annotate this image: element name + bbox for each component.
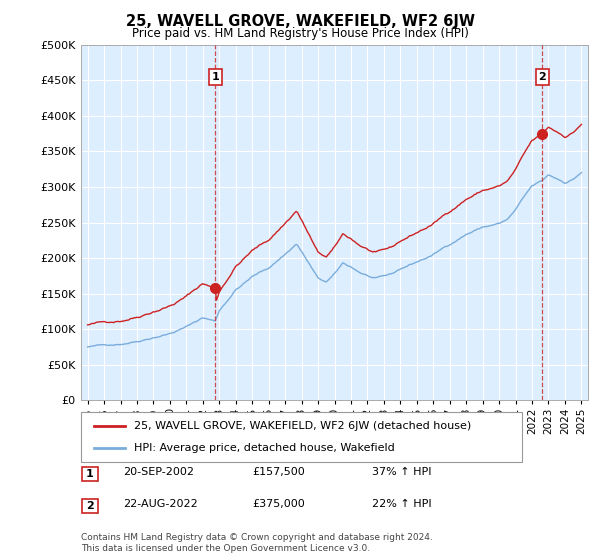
- Text: 25, WAVELL GROVE, WAKEFIELD, WF2 6JW: 25, WAVELL GROVE, WAKEFIELD, WF2 6JW: [125, 14, 475, 29]
- Text: £157,500: £157,500: [252, 466, 305, 477]
- Text: 2: 2: [539, 72, 546, 82]
- Text: 20-SEP-2002: 20-SEP-2002: [123, 466, 194, 477]
- FancyBboxPatch shape: [81, 412, 522, 462]
- Text: 25, WAVELL GROVE, WAKEFIELD, WF2 6JW (detached house): 25, WAVELL GROVE, WAKEFIELD, WF2 6JW (de…: [134, 421, 471, 431]
- Text: 1: 1: [86, 469, 94, 479]
- Text: 22-AUG-2022: 22-AUG-2022: [123, 499, 198, 509]
- Text: £375,000: £375,000: [252, 499, 305, 509]
- Text: 37% ↑ HPI: 37% ↑ HPI: [372, 466, 431, 477]
- Text: 2: 2: [86, 501, 94, 511]
- Text: 1: 1: [211, 72, 219, 82]
- Text: HPI: Average price, detached house, Wakefield: HPI: Average price, detached house, Wake…: [134, 443, 395, 453]
- FancyBboxPatch shape: [82, 499, 98, 514]
- Text: Contains HM Land Registry data © Crown copyright and database right 2024.
This d: Contains HM Land Registry data © Crown c…: [81, 533, 433, 553]
- FancyBboxPatch shape: [82, 466, 98, 481]
- Text: 22% ↑ HPI: 22% ↑ HPI: [372, 499, 431, 509]
- Text: Price paid vs. HM Land Registry's House Price Index (HPI): Price paid vs. HM Land Registry's House …: [131, 27, 469, 40]
